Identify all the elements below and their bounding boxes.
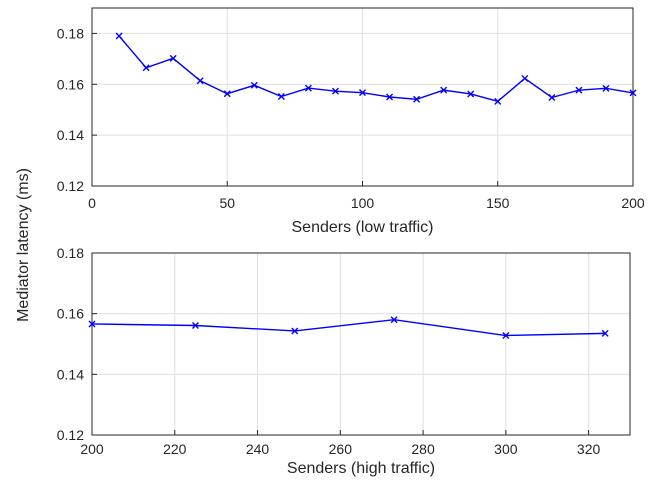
y-tick-label: 0.16 <box>57 76 84 92</box>
data-point <box>502 332 510 340</box>
x-tick-label: 200 <box>80 441 104 457</box>
y-tick-label: 0.12 <box>57 178 84 194</box>
data-point <box>115 32 123 40</box>
x-tick-label: 50 <box>219 195 235 211</box>
data-point <box>88 320 96 328</box>
y-tick-label: 0.18 <box>57 245 84 261</box>
x-tick-label: 280 <box>411 441 435 457</box>
data-point <box>548 94 556 102</box>
data-point <box>413 95 421 103</box>
data-point <box>390 316 398 324</box>
x-tick-label: 320 <box>577 441 601 457</box>
plot-frame <box>91 252 631 436</box>
data-point <box>440 86 448 94</box>
data-point <box>494 97 502 105</box>
data-point <box>142 64 150 72</box>
x-axis-label-low: Senders (low traffic) <box>292 219 434 236</box>
data-point <box>331 87 339 95</box>
x-axis-label-high: Senders (high traffic) <box>287 460 435 477</box>
x-tick-label: 300 <box>494 441 518 457</box>
x-tick-label: 240 <box>246 441 270 457</box>
y-tick-label: 0.14 <box>57 127 84 143</box>
data-point <box>304 84 312 92</box>
data-point <box>169 54 177 62</box>
y-axis-label: Mediator latency (ms) <box>15 168 32 322</box>
plot-high-traffic: 200 220 240 260 280 300 320 0.12 0.14 0.16 0.18 Sen… <box>57 245 631 477</box>
series-line-high <box>91 319 606 337</box>
data-point <box>601 329 609 337</box>
data-point <box>602 84 610 92</box>
data-point <box>250 81 258 89</box>
x-tick-label: 100 <box>351 195 375 211</box>
data-point <box>277 92 285 100</box>
data-point <box>629 89 637 97</box>
data-point <box>359 89 366 97</box>
x-tick-label: 200 <box>621 195 645 211</box>
y-tick-label: 0.16 <box>57 306 84 322</box>
x-tick-label: 150 <box>486 195 510 211</box>
y-tick-label: 0.14 <box>57 366 84 382</box>
x-tick-label: 0 <box>88 195 96 211</box>
plot-low-traffic: 0 50 100 150 200 0.12 0.14 0.16 0.18 Senders (low… <box>57 7 645 236</box>
data-point <box>196 77 204 85</box>
data-point <box>467 90 475 98</box>
data-point <box>575 86 583 94</box>
series-line-low <box>118 35 634 103</box>
y-tick-label: 0.12 <box>57 427 84 443</box>
data-point <box>521 74 529 82</box>
x-tick-label: 220 <box>163 441 187 457</box>
data-point <box>386 93 394 101</box>
x-tick-label: 260 <box>329 441 353 457</box>
data-point <box>191 322 199 329</box>
data-point <box>223 90 231 98</box>
y-tick-label: 0.18 <box>57 25 84 41</box>
data-point <box>291 327 299 335</box>
